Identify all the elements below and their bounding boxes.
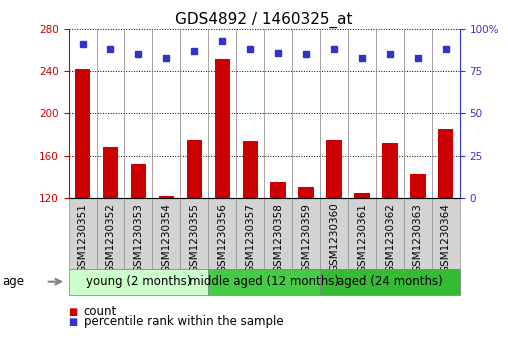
Text: young (2 months): young (2 months) <box>86 275 191 288</box>
Bar <box>326 140 342 325</box>
Bar <box>186 140 202 325</box>
Bar <box>410 174 426 325</box>
Text: aged (24 months): aged (24 months) <box>337 275 443 288</box>
Bar <box>354 192 370 325</box>
Bar <box>298 187 314 325</box>
Bar <box>214 58 230 325</box>
Text: count: count <box>84 305 117 318</box>
Title: GDS4892 / 1460325_at: GDS4892 / 1460325_at <box>175 12 353 28</box>
Bar <box>131 164 146 325</box>
Bar <box>382 143 398 325</box>
Text: middle aged (12 months): middle aged (12 months) <box>189 275 339 288</box>
Text: ■: ■ <box>69 317 78 327</box>
Bar <box>103 147 118 325</box>
Bar <box>158 196 174 325</box>
Text: age: age <box>3 275 24 288</box>
Bar <box>438 129 454 325</box>
Text: percentile rank within the sample: percentile rank within the sample <box>84 315 283 329</box>
Bar <box>270 182 286 325</box>
Bar <box>242 141 258 325</box>
Bar <box>75 69 90 325</box>
Text: ■: ■ <box>69 307 78 317</box>
